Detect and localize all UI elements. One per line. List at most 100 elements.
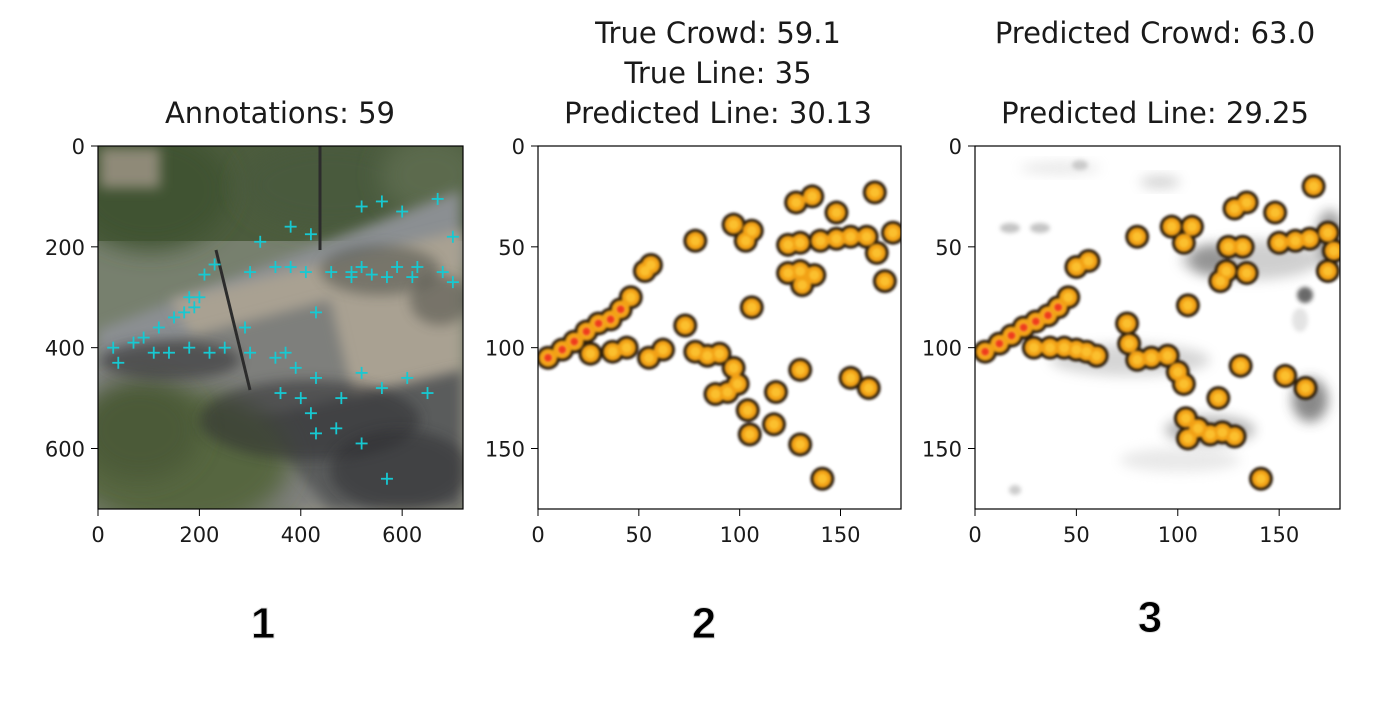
annotation-marker xyxy=(309,427,322,440)
panel-label-2: 2 xyxy=(692,599,716,648)
annotation-marker xyxy=(147,346,160,359)
density-blob-core xyxy=(791,197,802,208)
annotation-marker xyxy=(375,382,388,394)
panel-2-title-line-1: True Crowd: 59.1 xyxy=(594,16,841,50)
panel-1: Annotations: 59 xyxy=(45,96,464,547)
x-tick-label: 50 xyxy=(1063,523,1090,547)
annotation-marker xyxy=(335,392,348,405)
x-tick-label: 50 xyxy=(625,523,652,547)
annotation-marker xyxy=(411,261,424,273)
density-blob-core xyxy=(1172,366,1183,377)
annotation-marker xyxy=(365,268,378,281)
annotation-marker xyxy=(152,321,165,334)
annotation-marker xyxy=(330,422,343,435)
annotation-marker xyxy=(112,356,125,369)
annotation-marker xyxy=(244,266,257,279)
annotation-marker xyxy=(289,361,302,374)
density-blob-core xyxy=(1217,427,1228,438)
density-hotspot xyxy=(594,319,603,328)
density-blob-core xyxy=(680,320,691,331)
density-blob-core xyxy=(1146,352,1157,363)
density-blob-core xyxy=(797,280,808,291)
density-blob-core xyxy=(746,302,757,313)
density-blob-core xyxy=(1237,241,1248,252)
density-blob-core xyxy=(1270,207,1281,218)
x-tick-label: 100 xyxy=(720,523,760,547)
y-tick-label: 0 xyxy=(949,135,962,159)
annotation-marker xyxy=(355,261,368,273)
annotation-marker xyxy=(188,301,201,314)
density-blob-core xyxy=(643,352,654,363)
density-blob-core xyxy=(1290,235,1301,246)
density-hotspot xyxy=(616,305,625,314)
true-density-map xyxy=(538,180,901,491)
panel-2-title-line-3: Predicted Line: 30.13 xyxy=(564,96,872,130)
annotation-marker xyxy=(269,351,282,364)
annotation-markers xyxy=(107,192,459,485)
annotation-marker xyxy=(446,276,459,289)
annotation-marker xyxy=(294,392,307,405)
annotation-marker xyxy=(137,331,150,344)
panel-2-axes: 0 50 100 150 0 50 100 150 xyxy=(485,135,861,547)
density-hotspot xyxy=(995,339,1004,348)
density-hotspot xyxy=(1044,311,1052,320)
density-blob-core xyxy=(845,372,856,383)
density-hotspot xyxy=(1019,323,1028,332)
x-tick-label: 600 xyxy=(382,523,422,547)
annotation-marker xyxy=(203,346,216,359)
density-blob-core xyxy=(1193,423,1204,434)
density-blob-core xyxy=(795,439,806,450)
x-tick-label: 150 xyxy=(1259,523,1299,547)
annotation-marker xyxy=(401,371,414,384)
density-blob-core xyxy=(783,239,794,250)
panel-3: Predicted Crowd: 63.0 Predicted Line: 29… xyxy=(922,16,1341,547)
density-blob-core xyxy=(809,270,820,281)
density-hotspot xyxy=(1054,303,1063,312)
density-blob-core xyxy=(1178,237,1189,248)
density-blob-core xyxy=(621,342,632,353)
density-blob-core xyxy=(1215,276,1226,287)
density-blob-core xyxy=(1182,300,1193,311)
annotation-marker xyxy=(355,437,368,450)
annotation-marker xyxy=(193,291,206,304)
y-tick-label: 400 xyxy=(45,337,85,361)
density-hotspot xyxy=(582,327,591,336)
panel-2-title-line-2: True Line: 35 xyxy=(623,56,811,90)
density-blob-core xyxy=(1063,292,1074,303)
density-blob-core xyxy=(783,268,794,279)
density-blob-core xyxy=(732,378,743,389)
density-blob-core xyxy=(740,235,751,246)
density-blob-core xyxy=(1081,346,1092,357)
annotation-marker xyxy=(391,261,404,273)
y-tick-label: 0 xyxy=(72,135,85,159)
crowd-photo xyxy=(98,146,463,509)
y-tick-label: 150 xyxy=(485,438,525,462)
density-blob-core xyxy=(690,235,701,246)
density-blob-core xyxy=(1300,383,1311,393)
density-blob-core xyxy=(807,191,818,202)
density-blob-core xyxy=(1322,266,1333,277)
density-blob-core xyxy=(722,387,733,398)
panel-3-title-line-1: Predicted Crowd: 63.0 xyxy=(995,16,1315,50)
density-blob-core xyxy=(1083,255,1094,266)
density-blob-core xyxy=(1241,268,1252,279)
density-blob-core xyxy=(1071,262,1082,272)
annotation-marker xyxy=(162,346,175,359)
density-blob-core xyxy=(625,292,636,303)
density-blob-core xyxy=(1180,413,1191,424)
density-hotspot-layer xyxy=(544,305,625,362)
x-tick-label: 100 xyxy=(1158,523,1198,547)
x-tick-label: 0 xyxy=(91,523,104,547)
annotation-marker xyxy=(431,192,444,205)
density-blob-core xyxy=(1132,354,1143,365)
density-blob-core xyxy=(645,259,656,270)
annotation-marker xyxy=(168,311,181,324)
density-blob-core xyxy=(831,233,842,244)
density-blob-core xyxy=(795,364,806,375)
panel-1-title: Annotations: 59 xyxy=(165,96,395,130)
annotation-marker xyxy=(239,321,252,334)
y-tick-label: 0 xyxy=(512,135,525,159)
density-blob-core xyxy=(728,362,739,373)
annotation-marker xyxy=(304,407,317,420)
